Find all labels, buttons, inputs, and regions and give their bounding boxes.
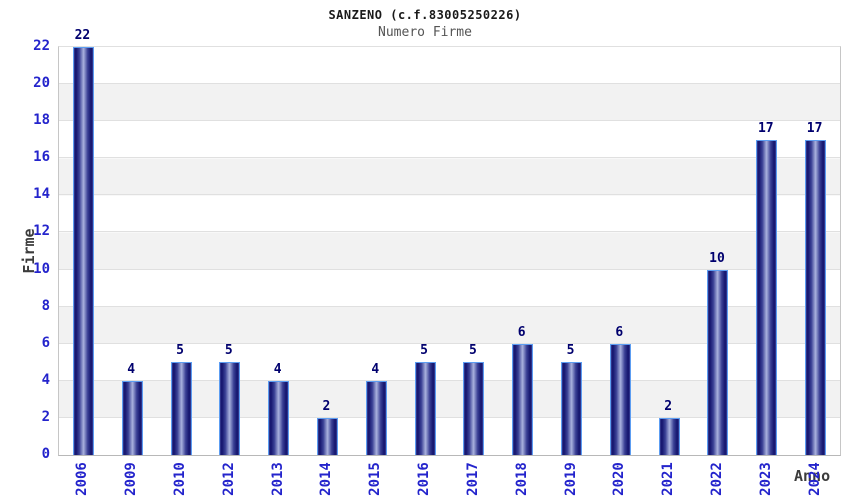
bar <box>316 417 338 455</box>
bar-value-label: 5 <box>224 343 233 359</box>
gridline <box>59 416 840 418</box>
y-tick-label: 0 <box>41 446 50 462</box>
bar <box>268 380 290 455</box>
bar-value-label: 4 <box>371 361 380 377</box>
gridline <box>59 268 840 270</box>
bar <box>219 362 241 455</box>
gridline <box>59 120 840 122</box>
gridline <box>59 379 840 381</box>
y-tick-label: 16 <box>33 149 50 166</box>
y-tick-label: 8 <box>41 297 50 314</box>
x-tick-label: 2013 <box>269 462 286 496</box>
y-tick-label: 22 <box>33 38 50 54</box>
bar-value-label: 10 <box>709 250 725 266</box>
gridline <box>59 194 840 196</box>
bar <box>463 362 485 455</box>
bar-value-label: 17 <box>806 120 823 136</box>
bar <box>365 380 387 455</box>
x-tick-label: 2021 <box>660 462 677 496</box>
bar <box>561 362 583 455</box>
y-tick-label: 2 <box>41 408 50 425</box>
y-tick-label: 18 <box>33 112 50 129</box>
gridline <box>59 231 840 233</box>
bar-value-label: 22 <box>74 28 91 43</box>
x-tick-label: 2019 <box>562 462 579 496</box>
bar-value-label: 2 <box>664 398 673 414</box>
bar-value-label: 5 <box>468 343 477 359</box>
bar-value-label: 17 <box>757 120 774 136</box>
bar <box>609 343 631 455</box>
y-tick-label: 4 <box>41 371 50 388</box>
bar <box>707 269 729 455</box>
bar <box>658 417 680 455</box>
x-tick-label: 2018 <box>513 462 530 496</box>
chart-subtitle: Numero Firme <box>378 25 472 40</box>
x-tick-label: 2022 <box>708 462 725 496</box>
x-tick-label: 2023 <box>757 462 774 496</box>
bar <box>170 362 192 455</box>
x-tick-label: 2006 <box>74 462 91 496</box>
gridline <box>59 305 840 307</box>
bar-value-label: 5 <box>176 343 184 359</box>
x-tick-label: 2014 <box>318 462 335 496</box>
x-axis-title: Anno <box>794 467 831 485</box>
x-tick-label: 2009 <box>123 462 140 496</box>
bar <box>512 343 534 455</box>
bar-value-label: 2 <box>322 398 331 414</box>
bar-value-label: 5 <box>420 343 428 359</box>
y-tick-label: 20 <box>33 75 50 92</box>
bar-value-label: 6 <box>615 324 624 340</box>
y-tick-label: 10 <box>33 260 50 277</box>
bar-value-label: 5 <box>566 343 575 359</box>
gridline <box>59 342 840 344</box>
bar <box>121 380 143 455</box>
bar <box>756 139 778 455</box>
y-tick-label: 12 <box>33 223 50 240</box>
x-tick-label: 2017 <box>464 462 481 496</box>
y-tick-label: 14 <box>33 186 50 203</box>
bar-value-label: 4 <box>273 361 282 377</box>
bar-value-label: 4 <box>127 361 136 377</box>
bar <box>805 139 827 455</box>
y-tick-label: 6 <box>41 334 50 351</box>
x-tick-label: 2024 <box>806 462 823 496</box>
bar <box>414 362 436 455</box>
x-tick-label: 2010 <box>172 462 189 496</box>
x-tick-label: 2016 <box>416 462 433 496</box>
x-tick-label: 2015 <box>367 462 384 496</box>
bar-value-label: 6 <box>517 324 526 340</box>
plot-area <box>58 46 841 456</box>
gridline <box>59 83 840 85</box>
gridline <box>59 157 840 159</box>
bar <box>72 47 94 455</box>
x-tick-label: 2020 <box>611 462 628 496</box>
x-tick-label: 2012 <box>220 462 237 496</box>
chart-title: SANZENO (c.f.83005250226) <box>328 8 522 22</box>
